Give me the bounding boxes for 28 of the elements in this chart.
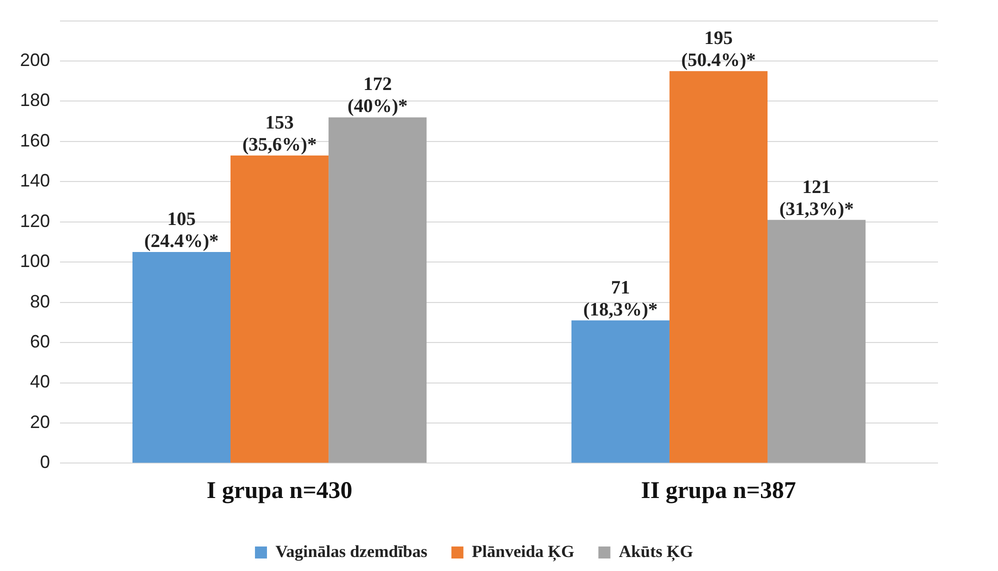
data-label: 153 (35,6%)*: [242, 112, 317, 156]
y-tick-label: 160: [20, 130, 50, 150]
y-tick-label: 80: [30, 291, 50, 312]
y-tick-label: 0: [40, 452, 50, 472]
data-label: 105 (24.4%)*: [144, 208, 219, 252]
bar: [132, 252, 231, 463]
data-label: 121 (31,3%)*: [779, 176, 854, 220]
data-label: 172 (40%)*: [347, 74, 408, 118]
data-label: 71 (18,3%)*: [583, 277, 658, 320]
y-tick-label: 100: [20, 251, 50, 272]
y-tick-label: 20: [30, 412, 50, 432]
y-tick-label: 180: [20, 90, 50, 110]
legend-label: Akūts ĶG: [618, 542, 694, 562]
y-tick-label: 40: [30, 372, 50, 392]
y-tick-label: 200: [20, 50, 50, 70]
bar: [669, 71, 768, 463]
legend-label: Vaginālas dzemdības: [275, 542, 428, 561]
bar: [768, 220, 866, 463]
bar: [328, 117, 427, 463]
bar: [230, 156, 329, 463]
y-tick-label: 140: [20, 170, 50, 191]
y-tick-label: 120: [20, 210, 50, 231]
x-tick-label: I grupa n=430: [206, 478, 352, 504]
legend-label: Plānveida ĶG: [472, 542, 574, 562]
bar: [571, 320, 670, 463]
y-tick-label: 60: [30, 332, 50, 352]
data-label: 195 (50.4%)*: [681, 28, 756, 71]
x-tick-label: II grupa n=387: [640, 478, 796, 504]
